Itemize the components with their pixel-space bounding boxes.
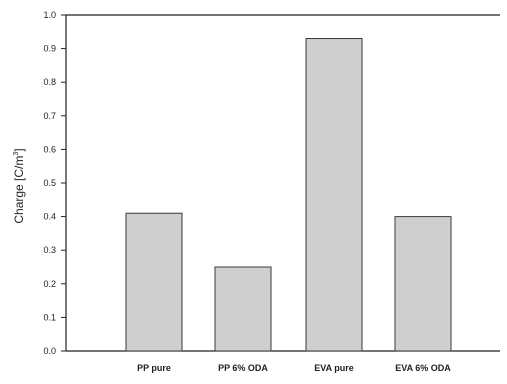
y-tick-label: 0.0 bbox=[43, 346, 56, 356]
y-tick-label: 0.7 bbox=[43, 111, 56, 121]
y-axis-title-superscript: 3 bbox=[13, 152, 20, 156]
y-tick-label: 0.9 bbox=[43, 44, 56, 54]
y-axis-title-main: Charge [C/m bbox=[12, 156, 26, 224]
y-tick-label: 0.8 bbox=[43, 77, 56, 87]
y-axis-ticks: 0.0 0.1 0.2 0.3 0.4 0.5 0.6 0.7 0.8 0.9 1.0 bbox=[43, 10, 66, 356]
bar bbox=[125, 212, 183, 352]
y-axis-title-suffix: ] bbox=[12, 148, 26, 151]
y-tick-label: 0.4 bbox=[43, 212, 56, 222]
y-tick-label: 0.5 bbox=[43, 178, 56, 188]
x-axis-category-labels: PP pure PP 6% ODA EVA pure EVA 6% ODA bbox=[137, 363, 451, 373]
bar bbox=[394, 216, 452, 352]
x-category-label: PP pure bbox=[137, 363, 171, 373]
y-tick-label: 1.0 bbox=[43, 10, 56, 20]
bar bbox=[214, 266, 272, 352]
x-category-label: PP 6% ODA bbox=[218, 363, 268, 373]
bars bbox=[125, 38, 452, 352]
y-tick-label: 0.1 bbox=[43, 312, 56, 322]
x-category-label: EVA 6% ODA bbox=[395, 363, 451, 373]
y-tick-label: 0.2 bbox=[43, 279, 56, 289]
y-tick-label: 0.6 bbox=[43, 144, 56, 154]
bar bbox=[305, 38, 363, 352]
x-category-label: EVA pure bbox=[314, 363, 354, 373]
y-tick-label: 0.3 bbox=[43, 245, 56, 255]
y-axis-title: Charge [C/m3] bbox=[12, 148, 26, 223]
